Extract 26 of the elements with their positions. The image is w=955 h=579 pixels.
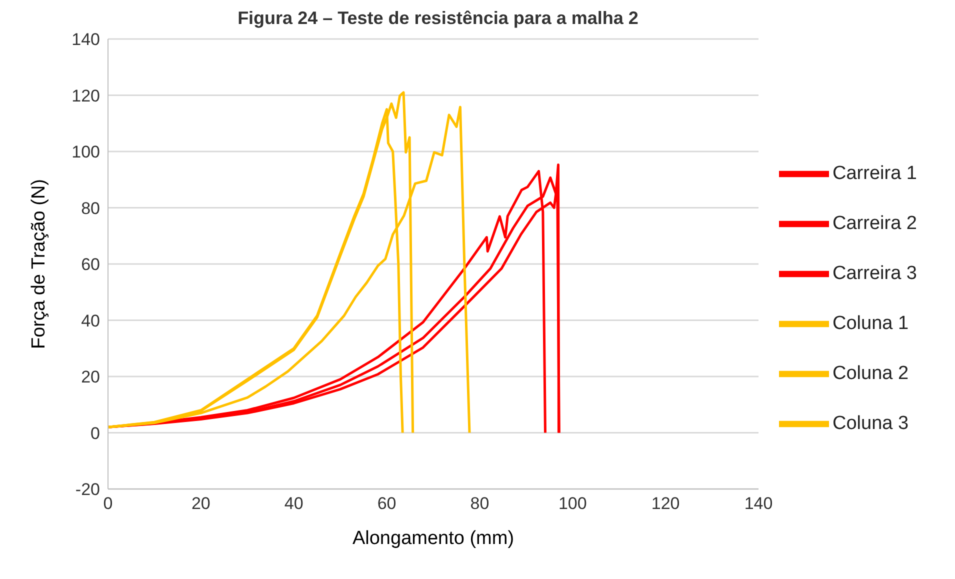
- x-tick-label: 60: [377, 494, 396, 514]
- legend-label: Coluna 2: [832, 363, 909, 384]
- x-tick-label: 120: [651, 494, 680, 514]
- y-tick-label: -20: [75, 480, 100, 500]
- y-tick-label: 40: [81, 311, 100, 330]
- x-tick-label: 0: [103, 494, 113, 514]
- x-tick-label: 80: [470, 494, 490, 514]
- legend-label: Carreira 3: [832, 263, 917, 284]
- legend-label: Carreira 2: [832, 213, 917, 234]
- y-tick-label: 0: [90, 424, 100, 443]
- y-tick-label: 100: [72, 142, 100, 162]
- legend-label: Coluna 1: [832, 313, 909, 334]
- x-tick-label: 100: [558, 494, 587, 514]
- legend-label: Carreira 1: [832, 163, 917, 184]
- chart-title: Figura 24 – Teste de resistência para a malha 2: [236, 8, 640, 29]
- legend-label: Coluna 3: [832, 413, 909, 434]
- y-tick-label: 80: [81, 198, 100, 218]
- x-tick-label: 140: [744, 494, 773, 514]
- y-tick-label: 140: [72, 30, 100, 50]
- y-tick-label: 20: [81, 368, 100, 387]
- y-axis-title: Força de Tração (N): [28, 179, 50, 349]
- y-tick-label: 120: [72, 86, 100, 106]
- x-axis-title: Alongamento (mm): [352, 528, 514, 549]
- x-tick-label: 40: [284, 494, 304, 514]
- x-tick-label: 20: [191, 494, 210, 514]
- y-tick-label: 60: [81, 255, 100, 274]
